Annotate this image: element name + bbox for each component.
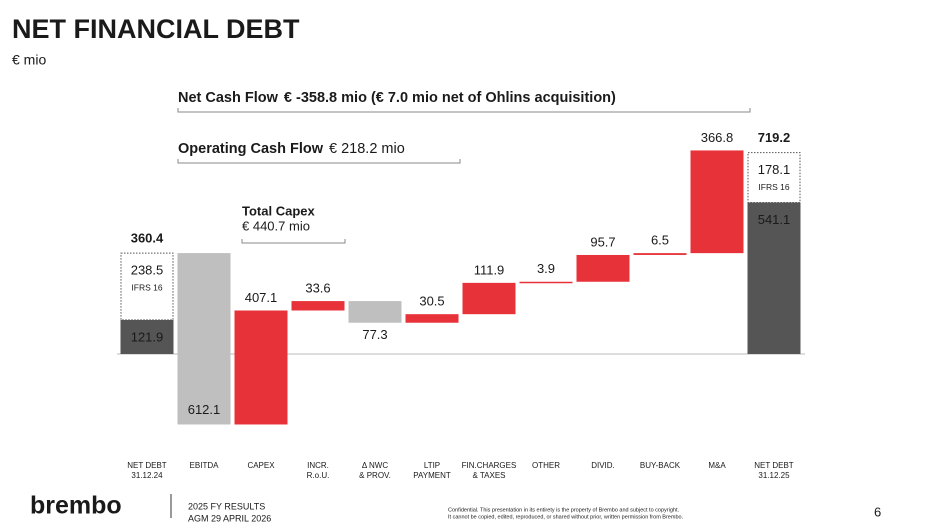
value-label: 111.9	[474, 262, 505, 277]
x-tick-label: DIVID.	[591, 461, 615, 470]
part-label: 541.1	[758, 212, 791, 227]
annotation: Net Cash Flow € -358.8 mio (€ 7.0 mio net…	[178, 90, 616, 106]
annotation-value: € 218.2 mio	[329, 141, 405, 157]
note-label: IFRS 16	[131, 282, 162, 292]
chart-subtitle: € mio	[12, 52, 46, 68]
bar	[576, 254, 630, 282]
footer-line1: 2025 FY RESULTS	[188, 501, 265, 511]
footer-line2: AGM 29 APRIL 2026	[188, 513, 271, 523]
annotation-label: Total Capex	[242, 203, 315, 218]
x-tick-label: OTHER	[532, 461, 560, 470]
x-tick-label: NET DEBT 31.12.25	[754, 461, 794, 480]
confidential-line2: It cannot be copied, edited, reproduced,…	[448, 514, 684, 520]
x-tick-label: BUY-BACK	[640, 461, 681, 470]
value-label: 3.9	[537, 261, 555, 276]
value-label: 366.8	[701, 130, 734, 145]
value-label: 612.1	[188, 402, 221, 417]
x-tick-label: LTIP PAYMENT	[413, 461, 451, 480]
bar	[519, 281, 573, 284]
bar	[405, 314, 459, 323]
total-label: 360.4	[131, 231, 164, 246]
x-tick-label: NET DEBT 31.12.24	[127, 461, 167, 480]
annotation-label: Operating Cash Flow	[178, 141, 324, 157]
ifrs16-bar	[120, 252, 174, 321]
x-tick-label: FIN.CHARGES & TAXES	[462, 461, 517, 480]
value-label: 95.7	[590, 234, 615, 249]
value-label: 77.3	[362, 327, 387, 342]
bracket	[177, 159, 461, 164]
annotation-value: € -358.8 mio (€ 7.0 mio net of Ohlins ac…	[284, 90, 616, 106]
bar	[633, 253, 687, 255]
annotation: Operating Cash Flow € 218.2 mio	[178, 141, 405, 157]
bracket	[177, 108, 751, 113]
total-bar	[747, 202, 801, 354]
part-label: 121.9	[131, 329, 164, 344]
annotation-value: € 440.7 mio	[242, 218, 310, 233]
bar	[291, 301, 345, 311]
value-label: 6.5	[651, 233, 669, 248]
value-label: 30.5	[419, 294, 444, 309]
ifrs16-bar	[747, 152, 801, 203]
page-number: 6	[874, 504, 881, 519]
confidential-line1: Confidential. This presentation in its e…	[448, 507, 679, 513]
chart-title: NET FINANCIAL DEBT	[12, 14, 300, 44]
x-tick-label: Δ NWC & PROV.	[359, 461, 391, 480]
x-tick-label: INCR. R.o.U.	[307, 461, 330, 480]
bar	[234, 310, 288, 425]
brand-logo: brembo	[30, 492, 122, 520]
bar	[690, 150, 744, 254]
x-tick-label: EBITDA	[190, 461, 220, 470]
total-bar	[120, 319, 174, 354]
value-label: 33.6	[305, 281, 330, 296]
bar	[462, 282, 516, 315]
total-label: 719.2	[758, 130, 791, 145]
x-tick-label: M&A	[708, 461, 726, 470]
part-label: 238.5	[131, 263, 164, 278]
note-label: IFRS 16	[758, 182, 789, 192]
bar	[177, 253, 231, 425]
part-label: 178.1	[758, 162, 791, 177]
annotation-label: Net Cash Flow	[178, 90, 279, 106]
x-tick-label: CAPEX	[247, 461, 275, 470]
value-label: 407.1	[245, 290, 278, 305]
bracket	[241, 239, 346, 244]
bar	[348, 301, 402, 323]
